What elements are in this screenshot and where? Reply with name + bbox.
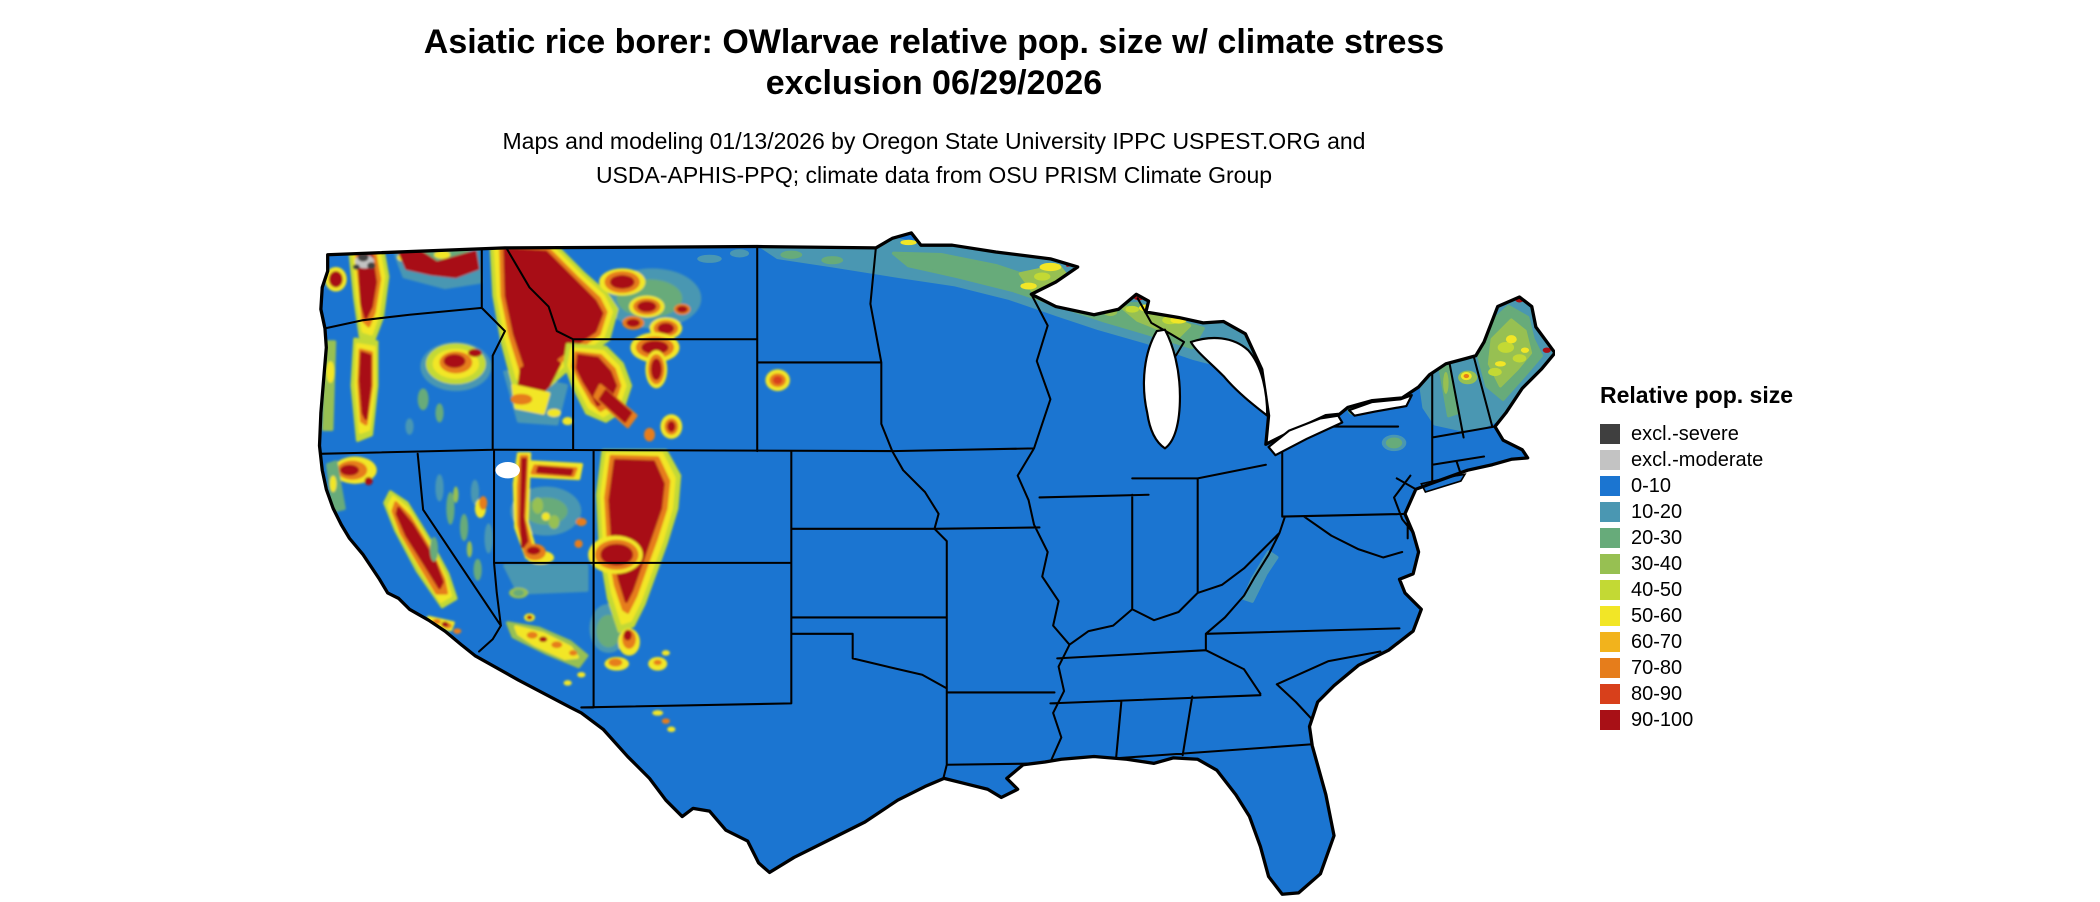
lake-ontario — [1347, 394, 1413, 417]
legend-item: 50-60 — [1600, 603, 1900, 629]
legend-swatch — [1600, 632, 1620, 652]
legend-item-label: 40-50 — [1631, 578, 1683, 601]
legend-item-label: excl.-moderate — [1631, 448, 1764, 471]
legend-item: 0-10 — [1600, 473, 1900, 499]
legend-item-label: 70-80 — [1631, 656, 1683, 679]
subtitle-line-1: Maps and modeling 01/13/2026 by Oregon S… — [502, 128, 1366, 154]
legend-item-label: 90-100 — [1631, 708, 1694, 731]
subtitle: Maps and modeling 01/13/2026 by Oregon S… — [314, 124, 1554, 192]
lake-erie — [1267, 414, 1344, 457]
legend-item-label: excl.-severe — [1631, 422, 1739, 445]
legend-items: excl.-severe excl.-moderate 0-10 10-20 2… — [1600, 421, 1900, 733]
legend-item: excl.-severe — [1600, 421, 1900, 447]
legend-item: 80-90 — [1600, 681, 1900, 707]
legend-item: excl.-moderate — [1600, 447, 1900, 473]
legend-item: 90-100 — [1600, 707, 1900, 733]
legend-swatch — [1600, 554, 1620, 574]
legend-swatch — [1600, 580, 1620, 600]
legend-item: 70-80 — [1600, 655, 1900, 681]
legend-item-label: 20-30 — [1631, 526, 1683, 549]
legend-swatch — [1600, 606, 1620, 626]
legend-swatch — [1600, 450, 1620, 470]
great-salt-lake — [495, 462, 520, 479]
map-container — [314, 222, 1557, 897]
legend-swatch — [1600, 684, 1620, 704]
legend-swatch — [1600, 658, 1620, 678]
legend-item: 10-20 — [1600, 499, 1900, 525]
legend-item-label: 50-60 — [1631, 604, 1683, 627]
legend-title: Relative pop. size — [1600, 382, 1794, 408]
lake-huron — [1189, 336, 1269, 417]
title-line-1: Asiatic rice borer: OWlarvae relative po… — [423, 23, 1445, 61]
legend-item-label: 30-40 — [1631, 552, 1683, 575]
legend: Relative pop. size excl.-severe excl.-mo… — [1600, 382, 1900, 733]
legend-swatch — [1600, 424, 1620, 444]
legend-swatch — [1600, 476, 1620, 496]
page-title: Asiatic rice borer: OWlarvae relative po… — [314, 22, 1554, 104]
subtitle-line-2: USDA-APHIS-PPQ; climate data from OSU PR… — [595, 162, 1273, 188]
legend-item-label: 60-70 — [1631, 630, 1683, 653]
legend-swatch — [1600, 502, 1620, 522]
great-lakes — [1142, 328, 1413, 457]
legend-item: 60-70 — [1600, 629, 1900, 655]
legend-item-label: 0-10 — [1631, 474, 1672, 497]
lake-michigan — [1142, 328, 1182, 450]
legend-item: 40-50 — [1600, 577, 1900, 603]
legend-item: 20-30 — [1600, 525, 1900, 551]
legend-swatch — [1600, 710, 1620, 730]
legend-item-label: 10-20 — [1631, 500, 1683, 523]
legend-item: 30-40 — [1600, 551, 1900, 577]
title-line-2: exclusion 06/29/2026 — [765, 64, 1103, 102]
legend-item-label: 80-90 — [1631, 682, 1683, 705]
legend-swatch — [1600, 528, 1620, 548]
state-borders — [319, 245, 1496, 788]
us-map — [317, 231, 1557, 896]
